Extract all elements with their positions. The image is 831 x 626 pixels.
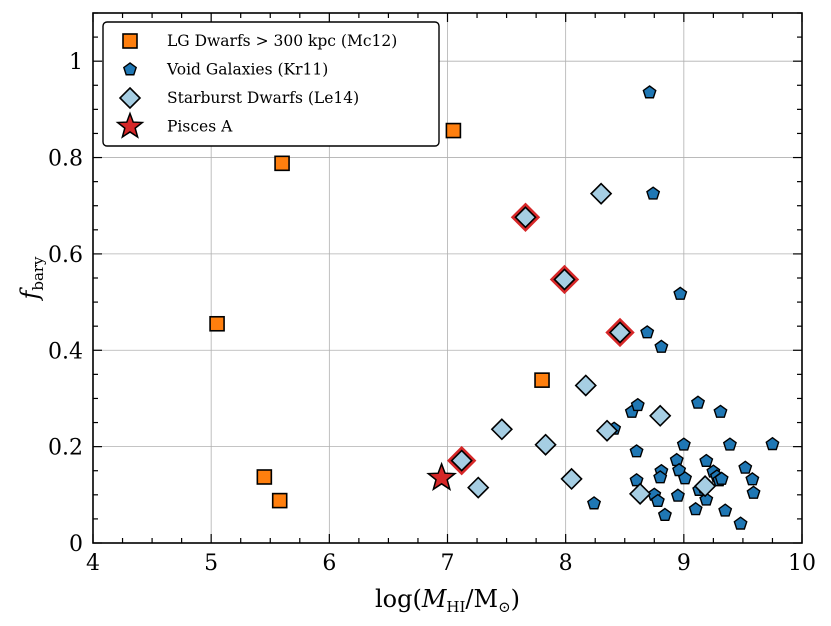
square-point bbox=[271, 492, 288, 509]
legend-marker-square bbox=[122, 33, 138, 49]
pentagon-point bbox=[699, 453, 714, 468]
pentagon-point bbox=[678, 471, 693, 485]
square-point bbox=[445, 122, 462, 139]
pentagon-point bbox=[688, 501, 703, 516]
diamond-point bbox=[450, 449, 473, 472]
square-point bbox=[534, 372, 550, 388]
diamond-point bbox=[574, 374, 597, 397]
square-point bbox=[274, 155, 290, 172]
y-axis-label: fbary bbox=[16, 256, 47, 302]
diamond-point bbox=[595, 419, 619, 442]
data-marks bbox=[209, 85, 780, 530]
diamond-point bbox=[693, 475, 717, 498]
x-tick-label: 5 bbox=[204, 551, 218, 576]
pentagon-point bbox=[722, 437, 737, 451]
pentagon-point bbox=[745, 472, 760, 486]
pentagon-point bbox=[653, 470, 668, 484]
pentagon-point bbox=[765, 436, 780, 451]
pentagon-point bbox=[646, 186, 661, 200]
y-tick-label: 0.6 bbox=[48, 243, 83, 268]
x-tick-label: 8 bbox=[559, 551, 573, 576]
pentagon-point bbox=[673, 286, 688, 300]
pentagon-point bbox=[629, 444, 644, 458]
diamond-point bbox=[628, 482, 652, 505]
pentagon-point bbox=[738, 460, 753, 474]
pentagon-point bbox=[670, 488, 685, 502]
pentagon-point bbox=[713, 404, 728, 418]
x-tick-label: 6 bbox=[322, 551, 336, 576]
pentagon-point bbox=[650, 493, 665, 508]
diamond-point bbox=[467, 476, 490, 499]
diamond-point bbox=[534, 433, 557, 456]
legend: LG Dwarfs > 300 kpc (Mc12) Void Galaxies … bbox=[102, 21, 440, 147]
diamond-point bbox=[560, 467, 583, 491]
diamond-point bbox=[589, 182, 613, 205]
legend-entry-label: Void Galaxies (Kr11) bbox=[166, 61, 328, 79]
x-tick-label: 7 bbox=[441, 551, 455, 576]
pentagon-point bbox=[642, 85, 657, 99]
x-axis-label: log(MHI/M⊙) bbox=[375, 585, 520, 616]
diamond-point bbox=[553, 268, 576, 291]
pentagon-point bbox=[657, 507, 672, 522]
y-tick-label: 1 bbox=[69, 50, 83, 75]
pentagon-point bbox=[746, 485, 761, 499]
diamond-point bbox=[490, 418, 513, 441]
y-tick-label: 0 bbox=[69, 532, 83, 557]
y-tick-label: 0.8 bbox=[48, 147, 83, 172]
legend-box bbox=[102, 21, 440, 147]
pentagon-point bbox=[630, 397, 645, 412]
legend-marker-star bbox=[115, 111, 145, 139]
pentagon-point bbox=[587, 496, 602, 510]
pentagon-point bbox=[691, 395, 706, 409]
x-tick-label: 4 bbox=[86, 551, 100, 576]
pentagon-point bbox=[654, 339, 669, 353]
square-point bbox=[256, 469, 273, 485]
legend-marker-diamond bbox=[118, 86, 142, 110]
square-point bbox=[209, 315, 225, 332]
pentagon-point bbox=[733, 516, 748, 530]
diamond-point bbox=[514, 206, 537, 229]
diamond-point bbox=[608, 321, 632, 344]
pentagon-point bbox=[699, 492, 714, 506]
pentagon-point bbox=[669, 452, 684, 467]
legend-entry-label: Pisces A bbox=[167, 118, 233, 136]
x-tick-label: 9 bbox=[677, 551, 691, 576]
pentagon-point bbox=[718, 503, 733, 517]
legend-entry-label: Starburst Dwarfs (Le14) bbox=[167, 89, 359, 107]
pentagon-point bbox=[714, 471, 729, 485]
legend-entry-label: LG Dwarfs > 300 kpc (Mc12) bbox=[167, 32, 397, 50]
y-tick-label: 0.4 bbox=[48, 339, 83, 364]
diamond-point bbox=[649, 404, 672, 427]
pentagon-point bbox=[629, 472, 644, 487]
axis-ticks: 4 5 6 7 8 9 10 0 0.2 0.4 0.6 0.8 1 bbox=[48, 12, 816, 576]
star-point bbox=[426, 461, 457, 492]
legend-marker-pentagon bbox=[122, 62, 138, 76]
pentagon-point bbox=[640, 325, 655, 339]
y-tick-label: 0.2 bbox=[48, 436, 83, 461]
pentagon-point bbox=[676, 437, 691, 451]
x-tick-label: 10 bbox=[788, 551, 816, 576]
